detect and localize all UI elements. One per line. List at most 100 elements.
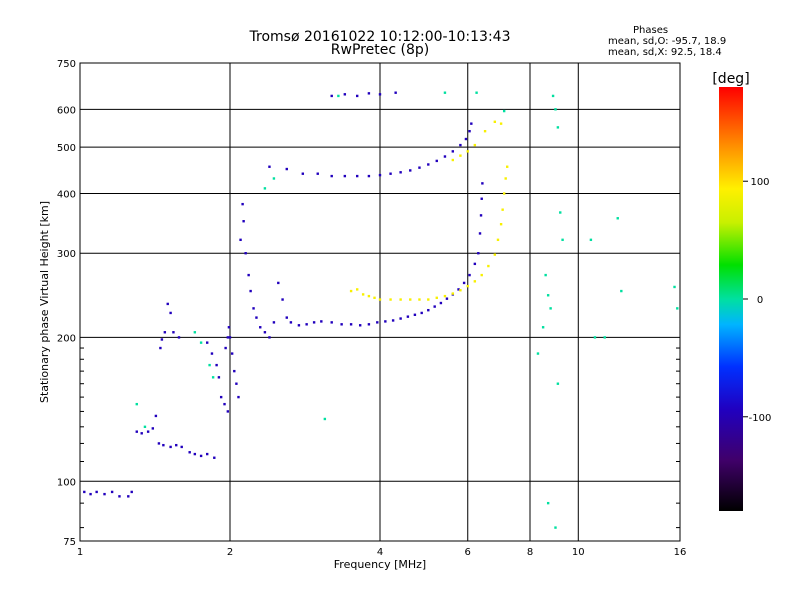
data-point [481, 182, 484, 185]
data-point [501, 208, 504, 211]
data-point [546, 501, 550, 505]
data-point [378, 173, 382, 177]
data-point [445, 297, 449, 300]
y-tick-label: 750 [57, 59, 76, 70]
data-point [391, 319, 395, 322]
data-point [169, 445, 172, 449]
data-point [475, 91, 478, 94]
data-point [367, 92, 371, 95]
data-point [603, 336, 606, 339]
data-point [349, 323, 353, 326]
data-point [343, 174, 347, 178]
data-point [504, 177, 507, 180]
data-point [443, 91, 447, 94]
data-point [320, 320, 323, 323]
data-point [496, 238, 500, 242]
data-point [83, 490, 86, 494]
colorbar-tick-label: 100 [750, 177, 769, 188]
data-point [620, 289, 623, 293]
data-point [389, 298, 392, 301]
data-point [208, 363, 211, 367]
data-point [199, 341, 203, 344]
data-point [466, 284, 469, 288]
data-point [462, 281, 466, 285]
data-point [367, 323, 371, 326]
y-tick-label: 600 [57, 105, 76, 116]
data-point [399, 317, 402, 320]
colorbar-label: [deg] [712, 71, 749, 87]
data-point [239, 238, 242, 242]
data-point [616, 217, 619, 220]
data-point [316, 172, 319, 175]
data-point [199, 454, 203, 458]
x-tick-label: 10 [572, 547, 585, 558]
x-tick-label: 6 [465, 547, 471, 558]
x-axis-label: Frequency [MHz] [334, 558, 426, 571]
data-point [443, 294, 447, 298]
data-point [349, 289, 353, 293]
data-point [118, 495, 121, 498]
data-point [135, 430, 138, 433]
data-point [389, 172, 392, 175]
data-point [268, 336, 271, 339]
data-point [549, 307, 552, 310]
colorbar: [deg] 100 0 -100 [712, 71, 771, 511]
y-tick-label: 75 [63, 537, 76, 548]
data-point [259, 326, 262, 329]
data-point [418, 298, 421, 301]
data-point [188, 451, 191, 454]
data-point [551, 94, 555, 98]
data-point [464, 137, 468, 141]
data-point [367, 174, 371, 178]
data-point [480, 273, 483, 277]
x-tick-label: 8 [527, 547, 533, 558]
data-point [301, 172, 305, 175]
data-point [237, 395, 240, 399]
data-point [213, 456, 216, 459]
data-point [493, 253, 497, 256]
data-point [505, 165, 509, 168]
data-point [593, 336, 597, 339]
data-point [343, 93, 347, 96]
data-point [340, 323, 343, 326]
data-point [433, 305, 436, 308]
data-point [127, 495, 130, 498]
data-point [230, 352, 234, 355]
y-tick-label: 400 [57, 189, 76, 200]
data-point [157, 442, 161, 445]
chart-subtitle: RwPretec (8p) [331, 42, 429, 58]
y-tick-label: 300 [57, 249, 76, 260]
data-point [285, 167, 288, 171]
data-point [151, 427, 155, 430]
data-point [399, 171, 402, 174]
data-point [223, 402, 226, 406]
phases-heading: Phases [633, 25, 668, 36]
phases-mean-x: mean, sd,X: 92.5, 18.4 [608, 47, 722, 58]
data-point [378, 93, 382, 96]
data-point [205, 341, 209, 344]
data-point [193, 331, 197, 334]
data-point [285, 316, 288, 319]
data-point [470, 122, 473, 125]
data-point [378, 298, 382, 301]
data-point [399, 298, 402, 301]
data-point [330, 94, 333, 98]
data-point [166, 302, 169, 306]
axis-ticks: 1 2 4 6 8 10 16 75 100 200 300 400 500 600 750 [57, 59, 686, 558]
data-point [169, 311, 172, 315]
data-point [561, 238, 564, 242]
data-point [427, 163, 430, 166]
data-point [272, 321, 276, 324]
data-point [546, 294, 550, 297]
colorbar-ticks: 100 0 -100 [743, 177, 771, 424]
data-point [217, 376, 221, 379]
data-point [242, 220, 245, 223]
data-point [289, 321, 293, 324]
data-point [483, 129, 487, 133]
data-point [312, 321, 316, 324]
data-point [226, 410, 230, 413]
data-point [409, 298, 412, 301]
data-point [373, 296, 376, 300]
data-point [420, 311, 423, 315]
